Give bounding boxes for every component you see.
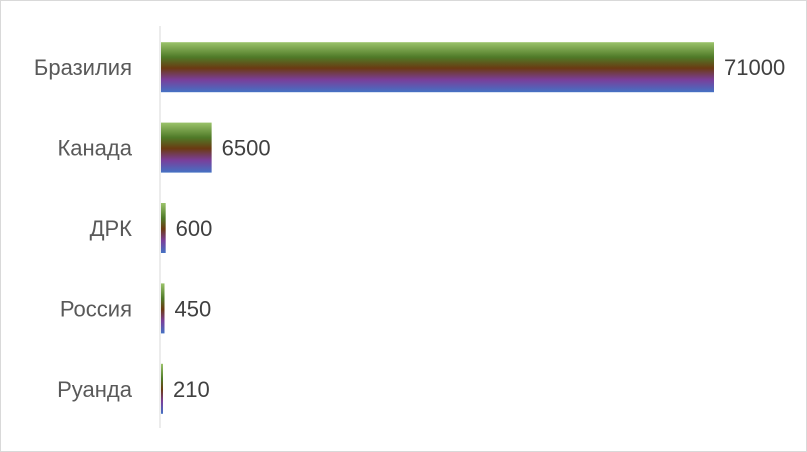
data-label: 6500	[222, 136, 271, 161]
category-label: Россия	[60, 296, 132, 321]
category-label: Руанда	[57, 377, 133, 402]
bar-2	[161, 203, 166, 253]
category-label: Канада	[57, 136, 132, 161]
data-label: 210	[173, 377, 210, 402]
bar-1	[161, 122, 212, 173]
bar-4	[161, 363, 163, 414]
category-label: Бразилия	[34, 55, 132, 80]
bar-0	[161, 42, 714, 93]
data-label: 71000	[724, 55, 785, 80]
bar-3	[161, 283, 165, 334]
data-label: 450	[175, 296, 212, 321]
data-label: 600	[176, 216, 213, 241]
category-label: ДРК	[90, 216, 133, 241]
